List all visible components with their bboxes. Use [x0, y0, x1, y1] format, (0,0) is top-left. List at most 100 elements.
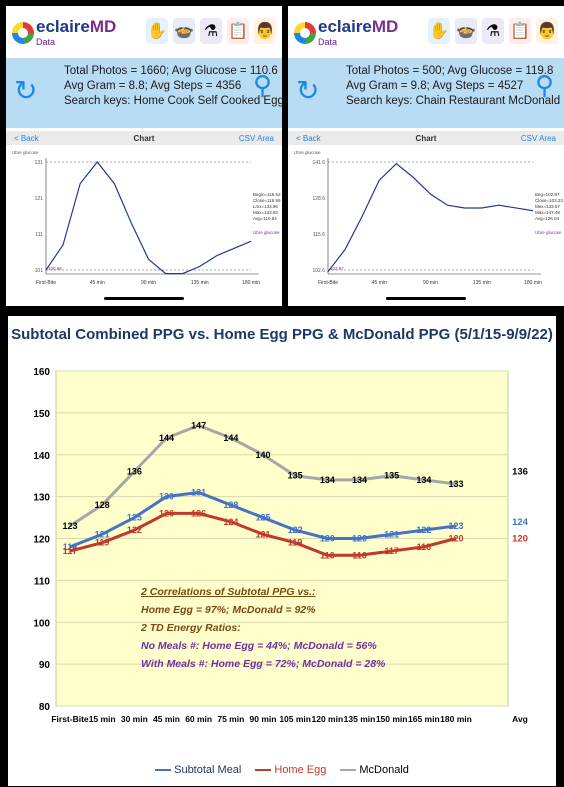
- logo-badge-icon: [294, 21, 316, 44]
- logo-badge-icon: [12, 21, 34, 44]
- info-bar: ↻ Total Photos = 500; Avg Glucose = 119.…: [288, 58, 564, 128]
- nav-bar: < Back Chart CSV Area: [288, 131, 564, 145]
- mini-stat: Begin=116.52: [253, 192, 281, 197]
- data-label: 119: [95, 538, 110, 548]
- data-label: 134: [416, 475, 431, 485]
- mini-x-tick: 180 min: [242, 280, 260, 286]
- y-tick-label: 140: [33, 451, 50, 462]
- chart-legend: Subtotal Meal Home Egg McDonald: [8, 764, 556, 776]
- data-label: 134: [320, 475, 335, 485]
- doctor-icon[interactable]: 👨: [536, 18, 558, 44]
- clipboard-icon[interactable]: 📋: [227, 18, 249, 44]
- clipboard-icon[interactable]: 📋: [509, 18, 531, 44]
- eclairemd-logo: eclaireMD Data: [294, 17, 398, 47]
- data-label: 136: [127, 467, 142, 477]
- mini-x-tick: 45 min: [372, 280, 387, 286]
- csv-area-buttons[interactable]: CSV Area: [520, 133, 556, 143]
- nav-title: Chart: [133, 133, 155, 143]
- annotation-3: 2 TD Energy Ratios:: [141, 622, 241, 634]
- search-icon[interactable]: ⚲: [534, 70, 554, 100]
- refresh-icon[interactable]: ↻: [296, 75, 320, 106]
- y-tick-label: 160: [33, 367, 50, 378]
- mini-stat: Beg=102.97: [535, 192, 560, 197]
- csv-area-buttons[interactable]: CSV Area: [238, 133, 274, 143]
- y-tick-label: 110: [34, 576, 51, 587]
- mini-y-tick: 131: [35, 160, 44, 166]
- data-label: 121: [384, 529, 399, 539]
- flask-icon[interactable]: ⚗: [200, 18, 222, 44]
- data-label: 122: [127, 525, 142, 535]
- main-chart-panel: 80 90 100 110 120 130 140 150 160 First-Bite 15 mi…: [8, 316, 556, 786]
- x-tick-label: 60 min: [185, 714, 212, 724]
- search-keys: Search keys: Chain Restaurant McDonald: [346, 95, 561, 107]
- x-tick-label: 75 min: [217, 714, 244, 724]
- nav-title: Chart: [415, 133, 437, 143]
- back-button[interactable]: < Back: [296, 133, 321, 143]
- y-tick-label: 100: [33, 618, 50, 629]
- right-phone-screenshot: eclaireMD Data ✋ 🍲 ⚗ 📋 👨 ↻ Total Photos …: [288, 6, 564, 306]
- data-label: 131: [191, 487, 206, 497]
- mini-low-label: 100.66: [48, 266, 62, 271]
- hand-icon[interactable]: ✋: [146, 18, 168, 44]
- x-tick-label-avg: Avg: [512, 714, 528, 724]
- annotation-1: 2 Correlations of Subtotal PPG vs.:: [141, 586, 316, 598]
- mini-stat: Max=147.48: [535, 210, 560, 215]
- pot-icon[interactable]: 🍲: [455, 18, 477, 44]
- data-label: 120: [352, 534, 367, 544]
- series-line-2: [69, 423, 457, 528]
- flask-icon[interactable]: ⚗: [482, 18, 504, 44]
- mini-stat: Mex=133.57: [535, 204, 560, 209]
- mini-series-line: [45, 161, 252, 275]
- summary-line-1: Total Photos = 1660; Avg Glucose = 110.6: [64, 65, 278, 77]
- data-label: 117: [63, 546, 78, 556]
- data-label: 144: [159, 433, 174, 443]
- legend-item-mcdonald: McDonald: [340, 764, 409, 776]
- annotation-2: Home Egg = 97%; McDonald = 92%: [141, 604, 316, 616]
- refresh-icon[interactable]: ↻: [14, 75, 38, 106]
- data-label: 117: [384, 546, 399, 556]
- data-label: 121: [255, 529, 270, 539]
- mini-x-tick: 135 min: [473, 280, 491, 286]
- legend-item-subtotal: Subtotal Meal: [155, 764, 241, 776]
- data-label: 135: [288, 471, 303, 481]
- hand-icon[interactable]: ✋: [428, 18, 450, 44]
- data-label: 134: [352, 475, 367, 485]
- mini-x-tick: 45 min: [90, 280, 105, 286]
- back-button[interactable]: < Back: [14, 133, 39, 143]
- pot-icon[interactable]: 🍲: [173, 18, 195, 44]
- data-label: 126: [159, 508, 174, 518]
- mini-y-tick: 128.6: [312, 196, 325, 202]
- mini-stat: Avg=126.04: [535, 216, 560, 221]
- eclairemd-logo: eclaireMD Data: [12, 17, 116, 47]
- data-label: 124: [223, 517, 238, 527]
- x-tick-label: 45 min: [153, 714, 180, 724]
- legend-item-home-egg: Home Egg: [255, 764, 326, 776]
- mini-series-line: [327, 162, 534, 273]
- mini-stat: Max=133.93: [253, 210, 278, 215]
- info-bar: ↻ Total Photos = 1660; Avg Glucose = 110…: [6, 58, 282, 128]
- summary-line-2: Avg Gram = 9.8; Avg Steps = 4527: [346, 80, 524, 92]
- data-label: 130: [159, 492, 174, 502]
- doctor-icon[interactable]: 👨: [254, 18, 276, 44]
- mini-chart-caption: Ubre glucose: [12, 150, 39, 155]
- summary-line-2: Avg Gram = 8.8; Avg Steps = 4356: [64, 80, 242, 92]
- data-label: 144: [223, 433, 238, 443]
- avg-label: 124: [512, 517, 529, 528]
- y-tick-label: 80: [39, 702, 51, 713]
- x-tick-label: 180 min: [440, 714, 472, 724]
- mini-y-tick: 141.6: [312, 160, 325, 166]
- y-tick-label: 120: [33, 535, 50, 546]
- avg-label: 136: [512, 467, 528, 478]
- data-label: 119: [288, 538, 303, 548]
- y-tick-label: 90: [39, 660, 51, 671]
- mini-chart-left: Ubre glucose 101 111 121 131 First-Bite 45 min…: [12, 150, 281, 286]
- search-icon[interactable]: ⚲: [252, 70, 272, 100]
- mini-y-tick: 101: [35, 268, 44, 274]
- x-tick-label: 135 min: [344, 714, 376, 724]
- y-tick-label: 130: [33, 493, 50, 504]
- data-label: 121: [95, 529, 110, 539]
- mini-y-tick: 115.6: [313, 232, 325, 238]
- mini-x-tick: 90 min: [141, 280, 156, 286]
- mini-low-label: 102.97: [330, 266, 344, 271]
- mini-x-tick: First-Bite: [318, 280, 338, 286]
